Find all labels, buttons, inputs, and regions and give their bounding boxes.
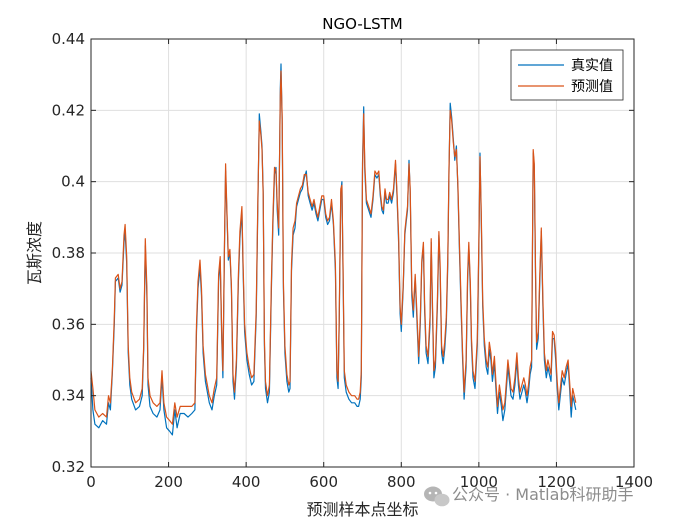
- series-line-predicted: [90, 70, 577, 425]
- y-tick-label: 0.4: [61, 173, 85, 191]
- legend-label-predicted: 预测值: [571, 79, 613, 95]
- x-tick-label: 600: [309, 473, 338, 491]
- x-tick-label: 200: [154, 473, 183, 491]
- x-tick-label: 800: [387, 473, 416, 491]
- y-axis-label: 瓦斯浓度: [25, 221, 44, 285]
- chart-title: NGO-LSTM: [322, 15, 402, 33]
- legend: 真实值 预测值: [510, 49, 624, 101]
- y-tick-label: 0.42: [52, 101, 85, 119]
- legend-box: [510, 49, 624, 101]
- watermark: 公众号 · Matlab科研助手: [424, 485, 634, 507]
- x-tick-label: 1400: [615, 473, 653, 491]
- x-tick-label: 0: [86, 473, 96, 491]
- series-layer: [90, 63, 577, 436]
- y-tick-label: 0.36: [52, 315, 85, 333]
- y-tick-label: 0.32: [52, 458, 85, 476]
- watermark-text: 公众号 · Matlab科研助手: [452, 485, 634, 504]
- y-tick-label: 0.34: [52, 387, 85, 405]
- legend-label-true: 真实值: [571, 58, 613, 74]
- x-axis-label: 预测样本点坐标: [306, 500, 418, 519]
- x-tick-label: 1000: [460, 473, 498, 491]
- y-tick-label: 0.38: [52, 244, 85, 262]
- x-tick-label: 400: [232, 473, 261, 491]
- x-tick-label: 1200: [537, 473, 575, 491]
- axis-ticks: 0 200 400 600 800 1000 1200 1400 0.32 0.34 0.36 0.3…: [52, 30, 654, 491]
- wechat-icon: [424, 486, 450, 507]
- y-tick-label: 0.44: [52, 30, 85, 48]
